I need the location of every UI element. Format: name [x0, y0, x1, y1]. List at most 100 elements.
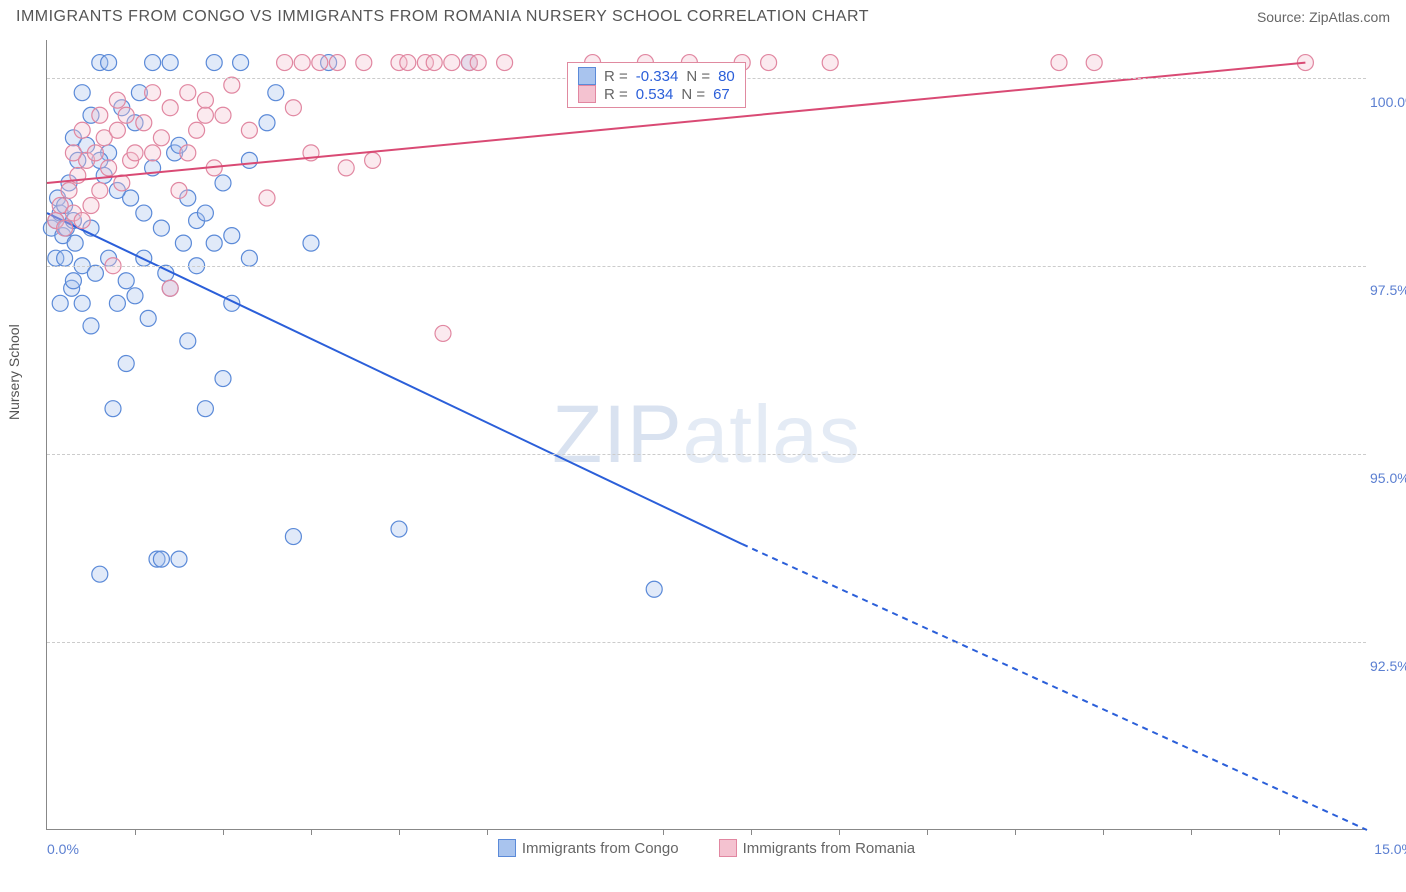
- scatter-point: [312, 55, 328, 71]
- scatter-point: [400, 55, 416, 71]
- trend-line-extrapolated: [742, 544, 1367, 830]
- scatter-point: [171, 182, 187, 198]
- y-tick-label: 95.0%: [1370, 470, 1406, 486]
- scatter-point: [109, 295, 125, 311]
- scatter-point: [140, 310, 156, 326]
- scatter-point: [444, 55, 460, 71]
- scatter-point: [497, 55, 513, 71]
- scatter-point: [153, 130, 169, 146]
- scatter-point: [52, 295, 68, 311]
- x-tickmark: [839, 829, 840, 835]
- scatter-point: [87, 265, 103, 281]
- scatter-point: [285, 100, 301, 116]
- x-tickmark: [311, 829, 312, 835]
- stat-value: 67: [713, 86, 730, 103]
- scatter-point: [241, 250, 257, 266]
- x-tickmark: [487, 829, 488, 835]
- scatter-point: [118, 273, 134, 289]
- scatter-point: [356, 55, 372, 71]
- x-tickmark: [399, 829, 400, 835]
- scatter-point: [180, 85, 196, 101]
- scatter-point: [215, 107, 231, 123]
- scatter-point: [92, 566, 108, 582]
- scatter-point: [206, 55, 222, 71]
- scatter-point: [294, 55, 310, 71]
- scatter-point: [241, 152, 257, 168]
- chart-plot-area: ZIPatlas Immigrants from CongoImmigrants…: [46, 40, 1366, 830]
- scatter-point: [145, 145, 161, 161]
- stat-row: R =0.534N =67: [578, 85, 735, 103]
- scatter-point: [118, 107, 134, 123]
- scatter-point: [65, 145, 81, 161]
- x-tickmark: [751, 829, 752, 835]
- scatter-point: [162, 55, 178, 71]
- scatter-point: [162, 100, 178, 116]
- scatter-point: [175, 235, 191, 251]
- legend-item: Immigrants from Congo: [498, 839, 679, 857]
- scatter-point: [285, 529, 301, 545]
- scatter-point: [118, 356, 134, 372]
- scatter-point: [391, 521, 407, 537]
- scatter-point: [329, 55, 345, 71]
- x-tickmark: [927, 829, 928, 835]
- scatter-point: [92, 182, 108, 198]
- scatter-point: [197, 92, 213, 108]
- series-swatch: [578, 85, 596, 103]
- gridline: [47, 642, 1366, 643]
- x-tickmark: [223, 829, 224, 835]
- scatter-point: [145, 85, 161, 101]
- scatter-point: [206, 235, 222, 251]
- source-label: Source: ZipAtlas.com: [1257, 9, 1390, 25]
- y-axis-label: Nursery School: [6, 324, 22, 420]
- scatter-point: [303, 235, 319, 251]
- scatter-point: [101, 160, 117, 176]
- scatter-point: [65, 273, 81, 289]
- scatter-point: [74, 295, 90, 311]
- scatter-point: [136, 115, 152, 131]
- scatter-point: [153, 551, 169, 567]
- scatter-point: [127, 288, 143, 304]
- scatter-point: [646, 581, 662, 597]
- scatter-point: [87, 145, 103, 161]
- stat-value: -0.334: [636, 68, 679, 85]
- y-tick-label: 92.5%: [1370, 658, 1406, 674]
- scatter-point: [136, 205, 152, 221]
- stat-value: 80: [718, 68, 735, 85]
- scatter-point: [197, 107, 213, 123]
- scatter-point: [153, 220, 169, 236]
- stat-row: R =-0.334N =80: [578, 67, 735, 85]
- correlation-stat-box: R =-0.334N =80R =0.534N =67: [567, 62, 746, 108]
- scatter-point: [57, 250, 73, 266]
- scatter-point: [162, 280, 178, 296]
- scatter-point: [470, 55, 486, 71]
- scatter-point: [67, 235, 83, 251]
- stat-key: N =: [681, 86, 705, 103]
- x-tickmark: [1191, 829, 1192, 835]
- scatter-point: [101, 55, 117, 71]
- x-tickmark: [1279, 829, 1280, 835]
- scatter-point: [83, 318, 99, 334]
- scatter-point: [1086, 55, 1102, 71]
- series-swatch: [578, 67, 596, 85]
- gridline: [47, 266, 1366, 267]
- scatter-point: [83, 198, 99, 214]
- stat-key: R =: [604, 86, 628, 103]
- scatter-point: [109, 122, 125, 138]
- scatter-point: [822, 55, 838, 71]
- scatter-point: [435, 325, 451, 341]
- scatter-point: [224, 228, 240, 244]
- scatter-point: [215, 175, 231, 191]
- scatter-point: [171, 551, 187, 567]
- legend-swatch: [719, 839, 737, 857]
- scatter-point: [761, 55, 777, 71]
- scatter-point: [92, 107, 108, 123]
- x-tickmark: [1103, 829, 1104, 835]
- y-tick-label: 100.0%: [1370, 94, 1406, 110]
- legend-item: Immigrants from Romania: [719, 839, 916, 857]
- legend-label: Immigrants from Congo: [522, 840, 679, 857]
- scatter-point: [189, 122, 205, 138]
- x-tick-label-right: 15.0%: [1374, 841, 1406, 857]
- scatter-point: [109, 92, 125, 108]
- scatter-point: [426, 55, 442, 71]
- scatter-point: [224, 77, 240, 93]
